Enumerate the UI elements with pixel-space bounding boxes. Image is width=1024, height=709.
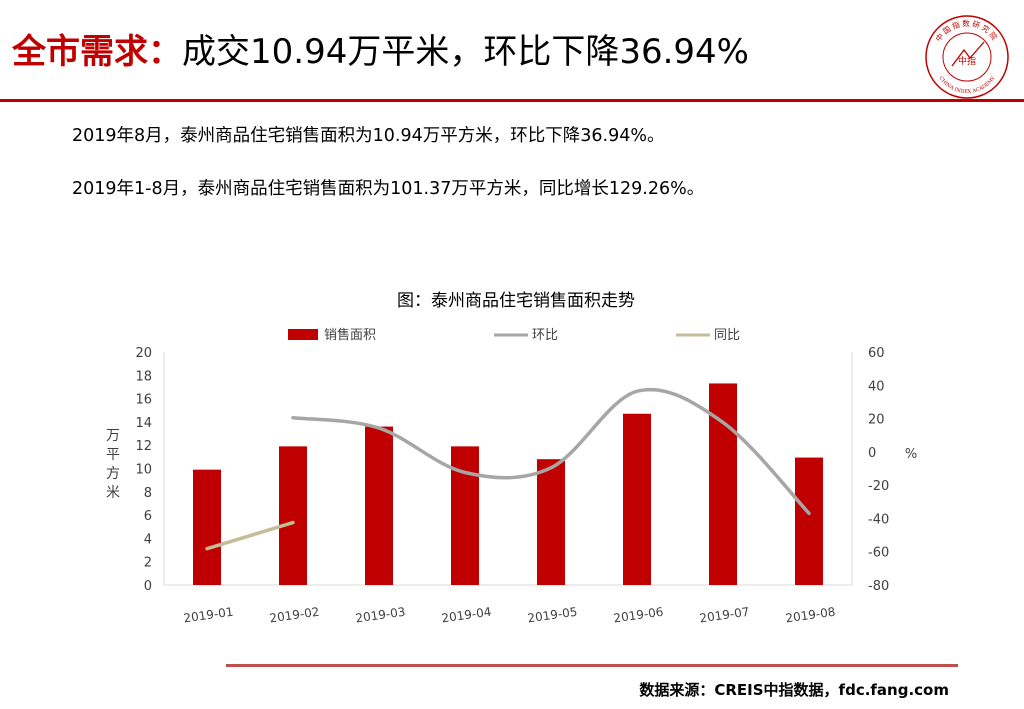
bar-2019-01 <box>193 469 221 585</box>
y-tick-left-label: 2 <box>144 556 152 571</box>
page-title: 全市需求：成交10.94万平米，环比下降36.94% <box>12 24 749 73</box>
y-tick-right-label: -60 <box>868 546 889 561</box>
y-axis-left-label-char: 方 <box>106 466 120 482</box>
y-axis-left-label-char: 万 <box>106 428 120 444</box>
y-axis-left-label-char: 米 <box>106 485 120 501</box>
y-tick-right-label: 40 <box>868 379 885 394</box>
y-tick-right-label: -20 <box>868 479 889 494</box>
y-tick-left-label: 6 <box>144 509 152 524</box>
y-tick-left-label: 12 <box>135 439 152 454</box>
y-tick-right-label: -80 <box>868 579 889 594</box>
logo-center: 中指 <box>958 55 976 67</box>
y-axis-left-label-char: 平 <box>106 447 120 463</box>
y-tick-left-label: 10 <box>135 463 152 478</box>
y-tick-left-label: 20 <box>135 346 152 361</box>
bar-2019-03 <box>365 426 393 585</box>
y-tick-left-label: 8 <box>144 486 152 501</box>
legend-label-yoy: 同比 <box>714 328 740 343</box>
x-tick-label: 2019-02 <box>269 605 321 626</box>
bar-2019-05 <box>537 459 565 585</box>
title-headline: 成交10.94万平米，环比下降36.94% <box>182 32 749 72</box>
y-tick-left-label: 0 <box>144 579 152 594</box>
x-tick-label: 2019-05 <box>527 605 579 626</box>
source-divider <box>226 664 958 667</box>
y-tick-right-label: 60 <box>868 346 885 361</box>
y-tick-left-label: 18 <box>135 369 152 384</box>
title-divider <box>0 99 1024 102</box>
x-tick-label: 2019-03 <box>355 605 407 626</box>
bar-2019-04 <box>451 446 479 585</box>
chart-title: 图：泰州商品住宅销售面积走势 <box>397 291 635 311</box>
y-tick-left-label: 14 <box>135 416 152 431</box>
summary-line-1: 2019年8月，泰州商品住宅销售面积为10.94万平方米，环比下降36.94%。 <box>72 126 665 146</box>
legend-label-mom: 环比 <box>532 328 558 343</box>
data-source: 数据来源：CREIS中指数据，fdc.fang.com <box>639 681 949 699</box>
bar-2019-08 <box>795 457 823 585</box>
china-index-academy-logo: 中国指数研究院 CHINA INDEX ACADEMY 中指 <box>925 15 1009 99</box>
y-tick-right-label: 0 <box>868 446 876 461</box>
series-line-mom <box>291 387 811 516</box>
y-tick-left-label: 16 <box>135 393 152 408</box>
y-tick-right-label: -40 <box>868 512 889 527</box>
x-tick-label: 2019-01 <box>183 605 235 626</box>
summary-line-2: 2019年1-8月，泰州商品住宅销售面积为101.37万平方米，同比增长129.… <box>72 179 705 199</box>
x-tick-label: 2019-04 <box>441 605 493 626</box>
x-tick-label: 2019-08 <box>785 605 837 626</box>
bar-2019-06 <box>623 413 651 585</box>
y-tick-left-label: 4 <box>144 532 152 547</box>
series-line-yoy <box>205 520 295 551</box>
y-axis-right-label: % <box>905 447 917 462</box>
bar-2019-02 <box>279 446 307 585</box>
x-tick-label: 2019-07 <box>699 605 751 626</box>
legend-label-bar: 销售面积 <box>324 327 376 343</box>
legend-swatch-bar <box>288 329 318 340</box>
y-tick-right-label: 20 <box>868 413 885 428</box>
x-tick-label: 2019-06 <box>613 605 665 626</box>
title-prefix: 全市需求： <box>12 32 182 72</box>
